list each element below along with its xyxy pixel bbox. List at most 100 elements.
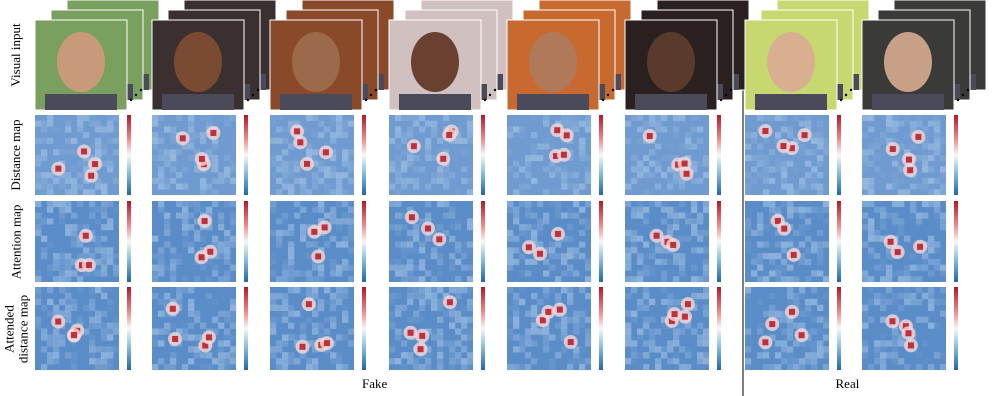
heat-cell xyxy=(868,160,875,167)
heat-cell xyxy=(922,264,929,271)
heat-cell xyxy=(579,206,586,213)
heat-cell xyxy=(218,212,225,219)
heat-cell xyxy=(107,120,114,127)
heat-cell xyxy=(164,310,171,317)
heat-cell xyxy=(431,304,438,312)
heat-cell xyxy=(401,264,408,271)
heat-cell xyxy=(531,143,538,150)
heat-cell xyxy=(224,155,231,162)
heat-cell xyxy=(461,137,468,144)
heat-cell xyxy=(164,183,171,190)
heat-cell xyxy=(507,206,514,213)
heat-cell xyxy=(697,276,704,283)
heat-cell xyxy=(805,172,812,179)
heat-cell xyxy=(282,334,289,341)
heat-cell xyxy=(107,358,114,365)
heat-cell xyxy=(667,212,674,219)
heat-cell xyxy=(573,247,580,254)
heat-cell xyxy=(507,247,514,254)
heat-cell xyxy=(679,264,686,271)
heat-cell xyxy=(934,206,941,213)
heat-cell xyxy=(934,120,941,127)
heat-cell xyxy=(164,160,171,167)
heat-cell xyxy=(449,310,456,317)
heat-cell xyxy=(395,177,402,184)
heat-cell xyxy=(77,316,84,323)
colorbar xyxy=(362,115,366,195)
heat-cell xyxy=(288,247,295,254)
heat-cell xyxy=(176,212,183,219)
heat-cell xyxy=(880,137,887,144)
heat-cell xyxy=(892,115,899,122)
heat-cell xyxy=(401,166,408,173)
heat-cell xyxy=(200,189,207,196)
heat-cell xyxy=(461,340,468,347)
heat-cell xyxy=(928,166,935,173)
heat-cell xyxy=(579,218,586,225)
heat-cell xyxy=(880,340,887,347)
heat-cell xyxy=(224,310,231,317)
heat-cell xyxy=(306,143,313,150)
heat-cell xyxy=(152,143,159,150)
heat-cell xyxy=(805,235,812,242)
heat-cell xyxy=(573,212,580,219)
heat-cell xyxy=(330,270,337,277)
heat-cell xyxy=(513,247,520,254)
heat-cell xyxy=(880,352,887,359)
heat-cell xyxy=(757,155,764,162)
heat-cell xyxy=(395,166,402,173)
heat-cell xyxy=(330,212,337,219)
heat-cell xyxy=(757,352,764,359)
heat-cell xyxy=(868,201,875,208)
heat-cell xyxy=(437,224,444,231)
heat-cell xyxy=(525,166,532,173)
heat-cell xyxy=(811,298,818,306)
heat-cell xyxy=(101,253,108,260)
heat-cell xyxy=(467,241,474,248)
heat-cell xyxy=(407,316,414,323)
heat-cell xyxy=(437,201,444,208)
heat-cell xyxy=(324,172,331,179)
ellipsis-dot xyxy=(246,98,250,102)
heat-cell xyxy=(407,115,414,122)
heat-cell xyxy=(407,287,414,294)
heat-cell xyxy=(276,218,283,225)
heat-cell xyxy=(916,276,923,283)
heat-cell xyxy=(507,364,514,371)
heat-cell xyxy=(817,241,824,248)
heat-cell xyxy=(107,224,114,231)
heat-cell xyxy=(868,149,875,156)
heat-cell xyxy=(53,334,60,341)
heat-cell xyxy=(631,155,638,162)
heat-cell xyxy=(218,340,225,347)
heat-cell xyxy=(679,115,686,122)
heat-cell xyxy=(928,258,935,265)
heat-cell xyxy=(41,189,48,196)
heat-cell xyxy=(703,310,710,317)
heat-cell xyxy=(41,235,48,242)
heat-cell xyxy=(525,160,532,167)
heat-cell xyxy=(567,224,574,231)
heat-cell xyxy=(703,201,710,208)
heat-cell xyxy=(922,155,929,162)
heat-cell xyxy=(425,352,432,359)
heat-cell xyxy=(928,201,935,208)
heat-cell xyxy=(543,270,550,277)
heat-cell xyxy=(625,235,632,242)
heat-cell xyxy=(336,189,343,196)
heat-cell xyxy=(83,270,90,277)
heat-cell xyxy=(158,166,165,173)
heat-cell xyxy=(805,149,812,156)
heat-cell xyxy=(95,206,102,213)
heat-cell xyxy=(395,115,402,122)
heat-cell xyxy=(691,328,698,335)
heat-cell xyxy=(781,160,788,167)
heat-cell xyxy=(513,310,520,317)
heat-cell xyxy=(928,364,935,371)
heat-cell xyxy=(389,258,396,265)
heat-cell xyxy=(348,177,355,184)
heat-cell xyxy=(288,276,295,283)
heat-cell xyxy=(270,229,277,237)
heat-cell xyxy=(892,212,899,219)
heat-cell xyxy=(107,218,114,225)
